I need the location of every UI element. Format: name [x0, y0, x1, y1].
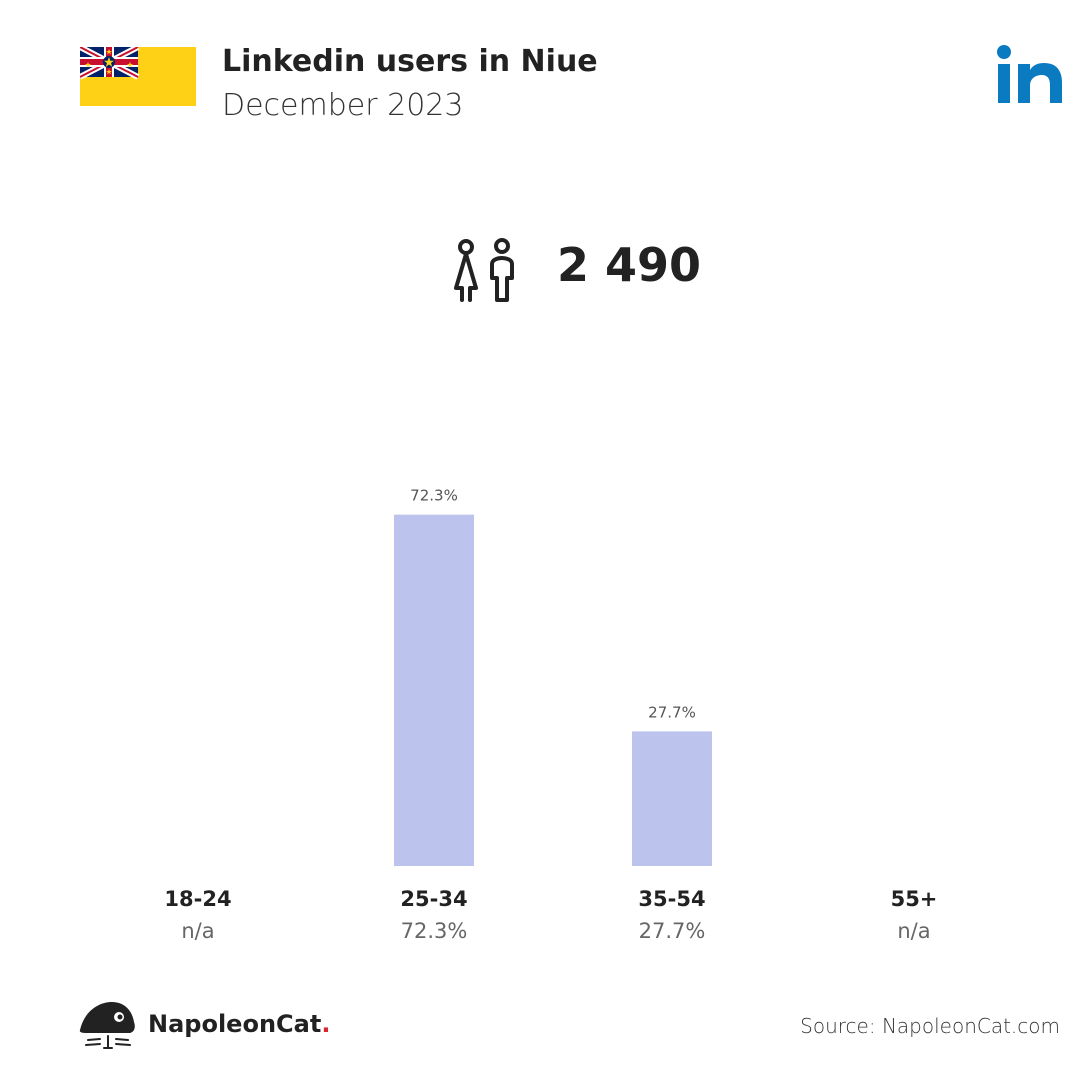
bar-label-25-34: 72.3%: [410, 487, 458, 505]
source-text: Source: NapoleonCat.com: [800, 1014, 1060, 1038]
bar-35-54: [632, 731, 712, 866]
category-label-25-34: 25-34: [400, 887, 467, 911]
brand-dot: .: [321, 1010, 331, 1038]
users-icon: [454, 238, 514, 302]
category-value-55+: n/a: [897, 919, 930, 943]
category-value-25-34: 72.3%: [401, 919, 468, 943]
page-title: Linkedin users in Niue: [222, 44, 598, 79]
brand-name: NapoleonCat.: [148, 1010, 330, 1038]
napoleoncat-logo-icon: [79, 1002, 135, 1049]
niue-flag-icon: [80, 47, 196, 106]
category-value-18-24: n/a: [181, 919, 214, 943]
page-subtitle: December 2023: [222, 88, 464, 123]
category-value-35-54: 27.7%: [639, 919, 706, 943]
bar-label-35-54: 27.7%: [648, 703, 696, 721]
bar-25-34: [394, 514, 474, 866]
linkedin-logo-icon: [997, 45, 1062, 103]
category-label-55+: 55+: [891, 887, 938, 911]
category-label-35-54: 35-54: [638, 887, 705, 911]
total-users: 2 490: [557, 238, 702, 292]
category-label-18-24: 18-24: [164, 887, 231, 911]
brand-text: NapoleonCat: [148, 1010, 322, 1038]
